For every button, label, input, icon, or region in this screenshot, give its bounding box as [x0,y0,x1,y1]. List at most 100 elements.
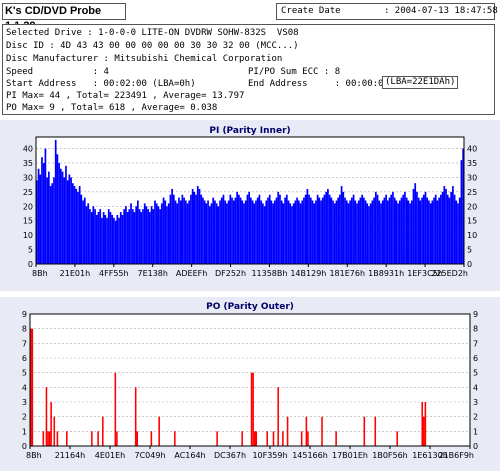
pi-bar [388,197,391,264]
pi-bar [63,177,66,264]
po-bar [134,387,137,446]
pi-bar [150,206,153,264]
pi-bar [450,191,453,264]
pi-bar [193,191,196,264]
pi-bar [452,186,454,264]
po-bar [241,431,243,446]
pi-bar [101,217,103,264]
pi-bar [107,209,110,264]
pi-bar [243,203,245,264]
po-x-tick-label: 8Bh [26,451,42,460]
po-bar [216,431,218,446]
pi-bar [36,180,38,264]
pi-bar [381,200,384,264]
pi-y-tick-left: 0 [28,260,33,269]
po-chart-panel: PO (Parity Outer) 0 0 1 1 2 2 3 3 4 4 5 5 6 6 7 7 8 8 9 9 8Bh… [0,297,500,471]
pi-bar [196,186,199,264]
po-x-tick-label: 1B0F56h [372,451,408,460]
pi-bar [263,206,266,264]
pi-bar [428,200,430,264]
pi-bar [137,200,139,264]
pi-bar [414,183,417,264]
pi-bar [47,171,50,264]
po-bar [396,431,398,446]
pi-bar [368,206,370,264]
pi-bar [125,206,127,264]
pi-bar [416,191,418,264]
pi-bar [94,209,96,264]
pi-y-tick-left: 35 [23,159,33,168]
pi-y-tick-left: 5 [28,246,33,255]
pi-bar [118,217,120,264]
pi-y-tick-right: 40 [467,145,477,154]
pi-bar [404,191,406,264]
po-y-tick-left: 1 [22,427,27,436]
pi-bar [111,214,114,264]
pi-bar [308,194,310,264]
pi-bar [285,194,288,264]
pi-bar [371,200,374,264]
pi-bar [340,186,343,264]
pi-bar [66,180,69,264]
pi-bar [352,194,355,264]
pi-bar [224,200,227,264]
pi-y-tick-right: 0 [467,260,472,269]
po-chart: PO (Parity Outer) 0 0 1 1 2 2 3 3 4 4 5 5 6 6 7 7 8 8 9 9 8Bh… [22,302,478,460]
pi-bar [445,188,447,264]
pi-bar [327,188,329,264]
pi-bar [330,197,333,264]
pi-x-tick-label: 225ED2h [431,269,468,278]
pi-bar [362,197,365,264]
pi-bar [255,200,257,264]
po-bar [174,431,176,446]
po-x-tick-label: 21B6F9h [438,451,474,460]
pi-bar [157,206,160,264]
create-date-box: Create Date : 2004-07-13 18:47:58 [276,3,498,20]
po-bar [47,431,49,446]
pi-bar [306,188,309,264]
pi-bar [364,200,367,264]
pi-bar [53,177,55,264]
po-bar [53,416,56,446]
pi-bar [277,191,280,264]
po-x-tick-label: AC164h [174,451,205,460]
pi-x-tick-label: 7E138h [137,269,167,278]
pi-bar [457,203,459,264]
po-y-tick-left: 2 [22,413,27,422]
po-x-tick-label: 7C049h [134,451,165,460]
pi-bar [272,203,274,264]
pi-bar [443,186,446,264]
po-y-tick-right: 5 [473,369,478,378]
pi-bar [417,197,420,264]
pi-bar [186,203,189,264]
pi-bar [357,200,360,264]
pi-bar [297,200,300,264]
po-y-tick-right: 7 [473,339,478,348]
pi-bar [260,200,262,264]
po-summary-text: PO Max= 9 , Total= 618 , Average= 0.038 [6,103,218,113]
pi-x-tick-label: 21E01h [60,269,90,278]
pi-x-tick-label: ADEEFh [176,269,207,278]
pi-bar [380,203,382,264]
pi-bar [73,186,76,264]
pi-bar [119,212,122,264]
pi-y-tick-right: 5 [467,246,472,255]
pi-bar [143,203,146,264]
po-bar [253,431,256,446]
pi-bar [441,191,444,264]
po-plot-area [29,313,471,447]
po-bar [305,416,308,446]
report-header: K's CD/DVD Probe 1.1.29 Create Date : 20… [0,0,500,115]
pi-bar [409,203,411,264]
pi-bar [148,212,151,264]
pi-bar [207,200,209,264]
pi-bar [333,203,336,264]
pi-bar [208,206,211,264]
pi-bar [402,194,405,264]
pi-bar [176,203,179,264]
pi-bar [339,194,341,264]
po-x-tick-label: 17B01Eh [332,451,368,460]
pi-bar [78,186,81,264]
pi-bar [212,197,215,264]
pi-bar [354,200,357,264]
